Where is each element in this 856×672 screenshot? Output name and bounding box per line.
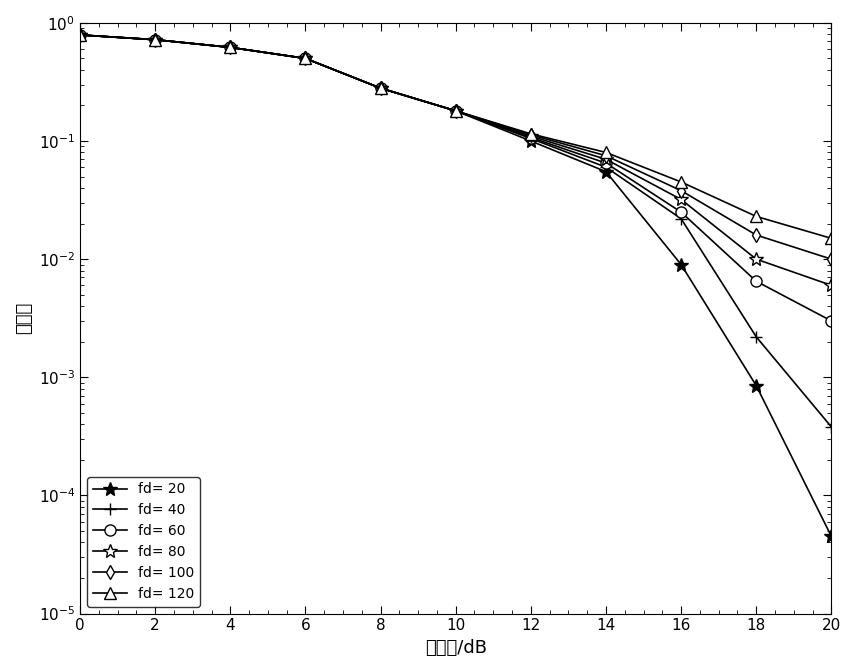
fd= 20: [225, 44, 235, 52]
fd= 60: [225, 44, 235, 52]
fd= 40: [225, 44, 235, 52]
fd= 60: [751, 278, 761, 286]
fd= 100: [601, 152, 611, 160]
fd= 40: [150, 36, 160, 44]
fd= 80: [751, 255, 761, 263]
fd= 100: [74, 31, 85, 39]
fd= 120: [450, 107, 461, 115]
fd= 40: [826, 423, 836, 431]
fd= 20: [526, 137, 536, 145]
fd= 40: [300, 54, 311, 62]
Line: fd= 60: fd= 60: [74, 30, 837, 327]
Line: fd= 80: fd= 80: [73, 28, 838, 292]
fd= 60: [601, 159, 611, 167]
fd= 80: [150, 36, 160, 44]
Y-axis label: 误码率: 误码率: [15, 302, 33, 335]
fd= 100: [450, 107, 461, 115]
fd= 120: [601, 149, 611, 157]
fd= 20: [676, 261, 687, 269]
fd= 80: [300, 54, 311, 62]
fd= 60: [450, 107, 461, 115]
fd= 20: [300, 54, 311, 62]
fd= 100: [376, 84, 386, 92]
fd= 100: [526, 130, 536, 138]
fd= 80: [225, 44, 235, 52]
fd= 40: [526, 134, 536, 142]
fd= 20: [826, 532, 836, 540]
fd= 120: [150, 36, 160, 44]
fd= 80: [450, 107, 461, 115]
fd= 80: [74, 31, 85, 39]
fd= 100: [826, 255, 836, 263]
fd= 120: [376, 84, 386, 92]
fd= 20: [74, 31, 85, 39]
fd= 120: [826, 235, 836, 243]
fd= 60: [526, 134, 536, 142]
fd= 120: [751, 212, 761, 220]
fd= 100: [150, 36, 160, 44]
fd= 100: [751, 231, 761, 239]
fd= 80: [601, 155, 611, 163]
fd= 120: [526, 130, 536, 138]
fd= 80: [826, 282, 836, 290]
fd= 40: [676, 214, 687, 222]
fd= 40: [450, 107, 461, 115]
fd= 60: [150, 36, 160, 44]
fd= 40: [601, 163, 611, 171]
fd= 120: [300, 54, 311, 62]
fd= 60: [676, 208, 687, 216]
fd= 120: [225, 44, 235, 52]
fd= 100: [300, 54, 311, 62]
fd= 80: [676, 196, 687, 204]
fd= 20: [601, 167, 611, 175]
Line: fd= 100: fd= 100: [75, 30, 836, 264]
fd= 20: [376, 84, 386, 92]
fd= 80: [376, 84, 386, 92]
fd= 40: [376, 84, 386, 92]
fd= 100: [225, 44, 235, 52]
fd= 120: [74, 31, 85, 39]
fd= 40: [74, 31, 85, 39]
fd= 120: [676, 178, 687, 186]
fd= 60: [300, 54, 311, 62]
fd= 60: [376, 84, 386, 92]
fd= 20: [150, 36, 160, 44]
fd= 60: [826, 317, 836, 325]
fd= 60: [74, 31, 85, 39]
Legend: fd= 20, fd= 40, fd= 60, fd= 80, fd= 100, fd= 120: fd= 20, fd= 40, fd= 60, fd= 80, fd= 100,…: [87, 477, 200, 607]
fd= 100: [676, 187, 687, 195]
fd= 40: [751, 333, 761, 341]
Line: fd= 120: fd= 120: [74, 30, 837, 244]
X-axis label: 信噪比/dB: 信噪比/dB: [425, 639, 487, 657]
fd= 20: [450, 107, 461, 115]
fd= 20: [751, 382, 761, 390]
Line: fd= 20: fd= 20: [73, 28, 838, 544]
fd= 80: [526, 132, 536, 140]
Line: fd= 40: fd= 40: [74, 29, 838, 433]
